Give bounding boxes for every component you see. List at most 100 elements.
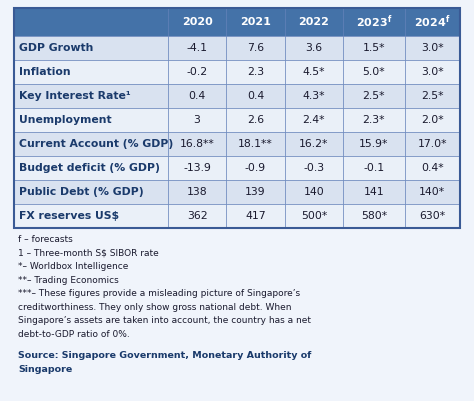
Text: Singapore’s assets are taken into account, the country has a net: Singapore’s assets are taken into accoun… — [18, 316, 311, 325]
Text: 0.4: 0.4 — [189, 91, 206, 101]
Text: 140*: 140* — [419, 187, 445, 197]
Text: 18.1**: 18.1** — [238, 139, 273, 149]
Text: 141: 141 — [364, 187, 384, 197]
Bar — [14, 108, 168, 132]
Text: -0.9: -0.9 — [245, 163, 266, 173]
Text: 2020: 2020 — [182, 17, 212, 27]
Text: Singapore: Singapore — [18, 365, 72, 374]
Text: GDP Growth: GDP Growth — [19, 43, 93, 53]
Bar — [343, 84, 404, 108]
Bar — [14, 180, 168, 204]
Bar — [343, 204, 404, 228]
Text: -0.3: -0.3 — [303, 163, 324, 173]
Text: 3.0*: 3.0* — [421, 67, 444, 77]
Text: Current Account (% GDP): Current Account (% GDP) — [19, 139, 173, 149]
Bar — [226, 36, 285, 60]
Bar — [14, 8, 460, 228]
Text: 2.5*: 2.5* — [363, 91, 385, 101]
Text: Key Interest Rate¹: Key Interest Rate¹ — [19, 91, 131, 101]
Bar — [226, 156, 285, 180]
Text: Public Debt (% GDP): Public Debt (% GDP) — [19, 187, 144, 197]
Bar — [285, 204, 343, 228]
Text: -0.1: -0.1 — [363, 163, 384, 173]
Text: 2.6: 2.6 — [247, 115, 264, 125]
Text: 500*: 500* — [301, 211, 327, 221]
Text: 2.0*: 2.0* — [421, 115, 444, 125]
Text: 2.3: 2.3 — [247, 67, 264, 77]
Text: Budget deficit (% GDP): Budget deficit (% GDP) — [19, 163, 160, 173]
Text: 3.6: 3.6 — [305, 43, 322, 53]
Text: *– Worldbox Intelligence: *– Worldbox Intelligence — [18, 262, 128, 271]
Text: creditworthiness. They only show gross national debt. When: creditworthiness. They only show gross n… — [18, 303, 292, 312]
Bar — [343, 8, 404, 36]
Text: 5.0*: 5.0* — [363, 67, 385, 77]
Text: -0.2: -0.2 — [187, 67, 208, 77]
Text: 2021: 2021 — [240, 17, 271, 27]
Text: 3: 3 — [194, 115, 201, 125]
Text: 16.8**: 16.8** — [180, 139, 215, 149]
Bar — [14, 84, 168, 108]
Bar — [343, 36, 404, 60]
Bar — [168, 8, 226, 36]
Text: 17.0*: 17.0* — [418, 139, 447, 149]
Bar — [285, 8, 343, 36]
Text: 580*: 580* — [361, 211, 387, 221]
Bar — [168, 60, 226, 84]
Text: Unemployment: Unemployment — [19, 115, 111, 125]
Text: 15.9*: 15.9* — [359, 139, 389, 149]
Bar — [226, 8, 285, 36]
Bar — [168, 204, 226, 228]
Bar — [404, 84, 460, 108]
Text: 1.5*: 1.5* — [363, 43, 385, 53]
Bar — [343, 156, 404, 180]
Text: 630*: 630* — [419, 211, 445, 221]
Bar — [404, 36, 460, 60]
Bar — [285, 36, 343, 60]
Text: 2.4*: 2.4* — [302, 115, 325, 125]
Bar — [14, 8, 168, 36]
Bar — [14, 36, 168, 60]
Bar — [285, 84, 343, 108]
Text: -13.9: -13.9 — [183, 163, 211, 173]
Bar — [14, 60, 168, 84]
Text: Inflation: Inflation — [19, 67, 71, 77]
Bar — [343, 60, 404, 84]
Text: f – forecasts: f – forecasts — [18, 235, 73, 244]
Bar — [226, 60, 285, 84]
Text: 3.0*: 3.0* — [421, 43, 444, 53]
Bar — [226, 108, 285, 132]
Bar — [226, 204, 285, 228]
Bar — [404, 132, 460, 156]
Bar — [226, 84, 285, 108]
Text: 139: 139 — [245, 187, 266, 197]
Text: 0.4: 0.4 — [247, 91, 264, 101]
Bar — [343, 108, 404, 132]
Text: Source: Singapore Government, Monetary Authority of: Source: Singapore Government, Monetary A… — [18, 351, 311, 360]
Text: -4.1: -4.1 — [187, 43, 208, 53]
Bar — [14, 204, 168, 228]
Text: 4.5*: 4.5* — [302, 67, 325, 77]
Bar — [14, 156, 168, 180]
Bar — [168, 108, 226, 132]
Bar — [343, 132, 404, 156]
Text: 7.6: 7.6 — [247, 43, 264, 53]
Bar — [168, 36, 226, 60]
Text: debt-to-GDP ratio of 0%.: debt-to-GDP ratio of 0%. — [18, 330, 130, 339]
Bar — [226, 132, 285, 156]
Text: 2.5*: 2.5* — [421, 91, 443, 101]
Text: 0.4*: 0.4* — [421, 163, 444, 173]
Bar — [285, 156, 343, 180]
Text: 138: 138 — [187, 187, 208, 197]
Bar — [285, 108, 343, 132]
Text: 2023$^{\mathbf{f}}$: 2023$^{\mathbf{f}}$ — [356, 14, 392, 30]
Text: 2.3*: 2.3* — [363, 115, 385, 125]
Bar — [404, 60, 460, 84]
Bar — [404, 180, 460, 204]
Bar — [168, 180, 226, 204]
Bar — [285, 180, 343, 204]
Text: 417: 417 — [245, 211, 266, 221]
Text: FX reserves US$: FX reserves US$ — [19, 211, 119, 221]
Text: **– Trading Economics: **– Trading Economics — [18, 276, 119, 285]
Text: 2022: 2022 — [299, 17, 329, 27]
Bar — [285, 132, 343, 156]
